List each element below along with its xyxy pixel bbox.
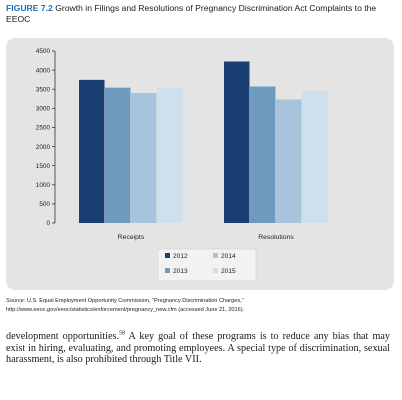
- chart-panel: 0 500 1000 1500 2000 2500 3000 3500 4000 4500 Rece…: [6, 38, 394, 290]
- legend-label-2014: 2014: [221, 253, 236, 260]
- bar-resolutions-2012: [224, 61, 250, 223]
- y-tick-label: 2500: [36, 125, 51, 132]
- figure-label: FIGURE 7.2: [6, 3, 53, 13]
- legend-label-2012: 2012: [173, 253, 188, 260]
- x-category-label: Receipts: [118, 234, 145, 241]
- figure-caption: FIGURE 7.2 Growth in Filings and Resolut…: [6, 3, 398, 25]
- source-label: Source:: [6, 298, 26, 304]
- legend-swatch-2015: [213, 268, 218, 273]
- legend-box: [157, 248, 257, 282]
- y-tick-label: 1000: [36, 182, 51, 189]
- body-text-part2: A key goal of these programs is to reduc…: [6, 331, 390, 365]
- figure-caption-text: Growth in Filings and Resolutions of Pre…: [6, 3, 377, 24]
- legend-swatch-2014: [213, 253, 218, 258]
- bar-resolutions-2014: [276, 99, 302, 223]
- source-text: U.S. Equal Employment Opportunity Commis…: [6, 298, 245, 313]
- legend-label-2013: 2013: [173, 268, 188, 275]
- y-tick-label: 4500: [36, 48, 51, 55]
- bar-receipts-2014: [131, 93, 157, 223]
- y-tick-label: 3500: [36, 86, 51, 93]
- body-text-part1: development opportunities.: [6, 331, 119, 342]
- y-tick-label: 3000: [36, 106, 51, 113]
- footnote-ref: 58: [119, 330, 125, 337]
- body-paragraph: development opportunities.58 A key goal …: [6, 331, 390, 366]
- x-category-label: Resolutions: [258, 234, 294, 241]
- bar-receipts-2015: [157, 87, 183, 223]
- bar-receipts-2013: [105, 87, 131, 223]
- y-tick-label: 1500: [36, 163, 51, 170]
- source-note: Source: U.S. Equal Employment Opportunit…: [6, 297, 398, 315]
- y-tick-label: 0: [46, 220, 50, 227]
- bar-resolutions-2015: [302, 91, 328, 223]
- legend-label-2015: 2015: [221, 268, 236, 275]
- bar-receipts-2012: [79, 79, 105, 223]
- y-tick-label: 2000: [36, 144, 51, 151]
- y-tick-label: 4000: [36, 67, 51, 74]
- bar-chart: 0 500 1000 1500 2000 2500 3000 3500 4000 4500 Rece…: [36, 48, 328, 282]
- y-tick-label: 500: [39, 201, 50, 208]
- bar-resolutions-2013: [250, 86, 276, 223]
- legend-swatch-2013: [165, 268, 170, 273]
- legend-swatch-2012: [165, 253, 170, 258]
